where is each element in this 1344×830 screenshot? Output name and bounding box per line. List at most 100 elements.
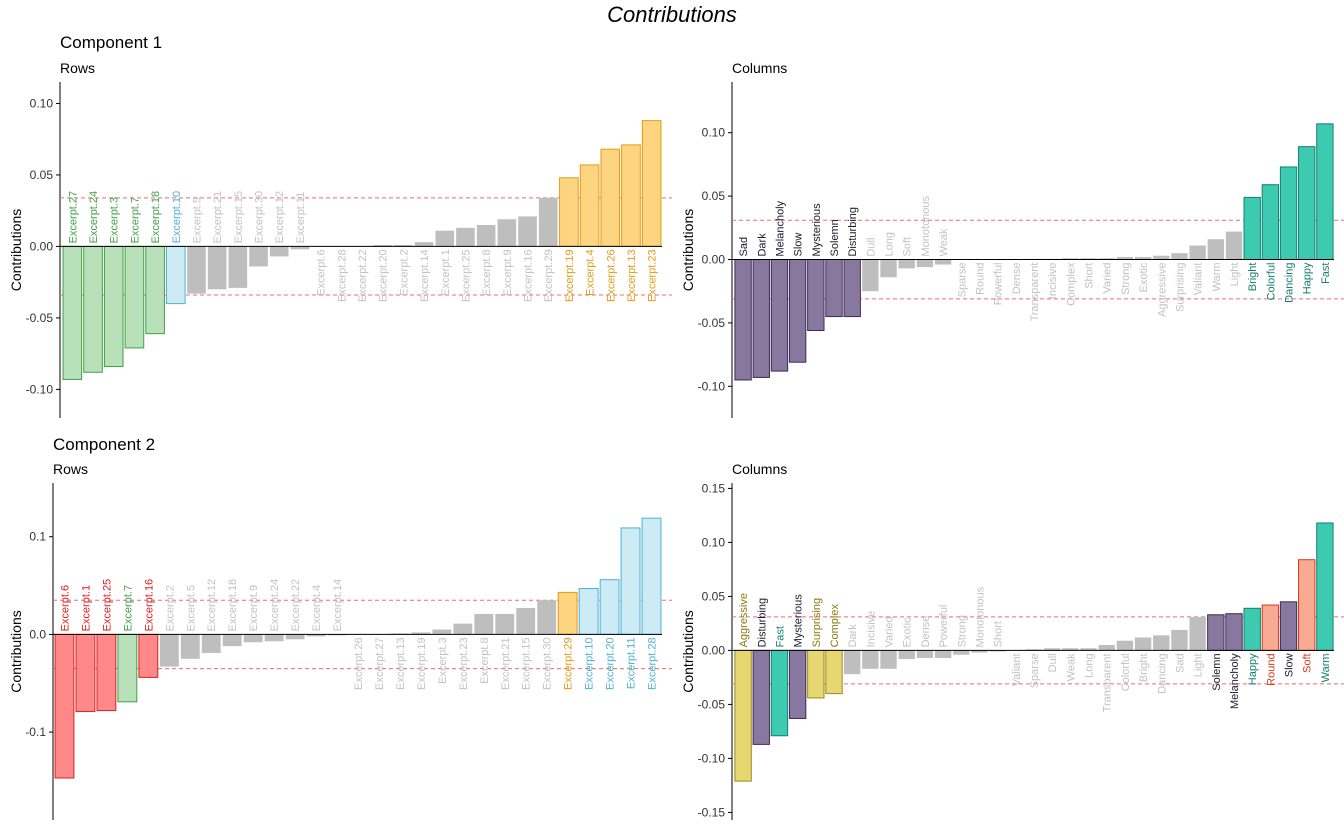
bar-label: Powerful <box>938 605 950 648</box>
bar-label: Excerpt.9 <box>502 249 514 295</box>
bar-Excerpt.15 <box>516 608 536 635</box>
bar-label: Sad <box>1174 653 1186 673</box>
y-tick-label: -0.15 <box>698 805 726 819</box>
bar-label: Weak <box>938 228 950 256</box>
bar-Sad <box>1171 629 1188 651</box>
bar-Transparent <box>1098 645 1115 651</box>
bar-Excerpt.8 <box>476 224 496 247</box>
bar-Aggressive <box>734 649 752 782</box>
bar-Excerpt.3 <box>103 245 124 368</box>
bar-label: Excerpt.26 <box>605 249 617 302</box>
bar-label: Dull <box>865 238 877 257</box>
bar-Long <box>1080 648 1097 651</box>
bar-label: Excerpt.13 <box>395 637 407 690</box>
bar-Excerpt.8 <box>474 613 494 635</box>
bar-label: Fast <box>774 626 786 647</box>
bar-label: Excerpt.20 <box>378 249 390 302</box>
bar-label: Bright <box>1247 263 1259 292</box>
bar-Warm <box>1207 239 1224 260</box>
bar-Excerpt.1 <box>435 230 455 247</box>
bar-Round <box>1261 604 1280 651</box>
bar-Excerpt.21 <box>495 613 515 635</box>
bar-Soft <box>898 259 915 269</box>
bar-Valiant <box>1189 245 1206 260</box>
y-tick-label: 0.05 <box>30 168 54 182</box>
bar-Fast <box>1316 123 1334 261</box>
bar-label: Excerpt.15 <box>233 191 245 244</box>
bar-label: Mysterious <box>811 203 823 257</box>
bar-Excerpt.14 <box>414 242 434 247</box>
bar-label: Excerpt.21 <box>500 637 512 690</box>
bar-label: Exotic <box>1138 262 1150 292</box>
bar-label: Excerpt.25 <box>460 249 472 302</box>
bar-Sparse <box>1025 649 1043 651</box>
bar-label: Bright <box>1138 653 1150 682</box>
bar-label: Slow <box>793 233 805 257</box>
y-axis-title: Contributions <box>680 610 696 693</box>
bar-Varied <box>880 650 897 669</box>
bar-label: Valiant <box>1011 653 1023 686</box>
bar-label: Excerpt.12 <box>274 191 286 244</box>
bar-Dancing <box>1279 166 1298 261</box>
bar-Excerpt.2 <box>394 244 413 247</box>
bar-label: Varied <box>1102 263 1114 294</box>
bar-label: Aggressive <box>738 593 750 647</box>
bar-label: Disturbing <box>756 598 768 648</box>
bar-Slow <box>1279 601 1298 651</box>
bar-label: Excerpt.4 <box>311 585 323 631</box>
bar-Sad <box>734 259 752 381</box>
bar-label: Light <box>1193 653 1205 677</box>
panel-2-subtitle: Columns <box>732 60 788 76</box>
y-tick-label: 0.05 <box>702 189 726 203</box>
bar-label: Excerpt.21 <box>212 191 224 244</box>
bar-label: Excerpt.27 <box>374 637 386 690</box>
bar-label: Exotic <box>902 617 914 647</box>
bar-label: Excerpt.26 <box>353 637 365 690</box>
bar-Excerpt.20 <box>599 579 620 635</box>
bar-Soft <box>1298 559 1316 651</box>
bar-Excerpt.11 <box>290 246 310 250</box>
bar-Dancing <box>1153 635 1170 651</box>
bar-label: Sparse <box>956 263 968 298</box>
bar-Aggressive <box>1153 255 1170 260</box>
bar-Short <box>989 650 1006 652</box>
bar-label: Varied <box>884 616 896 647</box>
bar-Excerpt.3 <box>432 629 452 635</box>
bar-Excerpt.7 <box>117 633 138 703</box>
bar-label: Excerpt.6 <box>316 249 328 295</box>
bar-Excerpt.12 <box>269 246 289 257</box>
bar-label: Complex <box>1065 262 1077 306</box>
bar-Surprising <box>807 649 825 699</box>
bar-Excerpt.29 <box>538 197 558 247</box>
bar-label: Weak <box>1065 653 1077 681</box>
bar-Strong <box>953 650 970 655</box>
bar-label: Excerpt.28 <box>647 637 659 690</box>
bar-label: Excerpt.10 <box>171 191 183 244</box>
bar-label: Excerpt.27 <box>67 191 79 244</box>
bar-label: Excerpt.10 <box>584 637 596 690</box>
bar-label: Round <box>1265 653 1277 685</box>
bar-label: Excerpt.24 <box>269 579 281 632</box>
panel-4-subtitle: Columns <box>732 461 788 477</box>
y-tick-label: -0.05 <box>26 311 54 325</box>
bar-Exotic <box>1134 256 1152 260</box>
bar-Excerpt.18 <box>222 634 242 647</box>
bar-Excerpt.5 <box>180 634 200 659</box>
bar-Solemn <box>1207 614 1225 651</box>
bar-label: Soft <box>902 237 914 257</box>
bar-Excerpt.4 <box>306 634 326 637</box>
bar-label: Valiant <box>1193 263 1205 296</box>
bar-label: Excerpt.4 <box>585 249 597 295</box>
y-tick-label: 0.05 <box>702 589 726 603</box>
bar-Short <box>1080 258 1097 260</box>
bar-label: Excerpt.11 <box>295 192 307 244</box>
bar-Strong <box>1116 256 1134 260</box>
bar-label: Transparent <box>1029 263 1041 322</box>
bar-Dark <box>752 259 770 378</box>
y-axis-title: Contributions <box>680 209 696 292</box>
bar-label: Short <box>1084 263 1096 289</box>
bar-label: Excerpt.14 <box>332 579 344 632</box>
bar-label: Excerpt.8 <box>481 249 493 295</box>
bar-label: Incisive <box>865 611 877 648</box>
component-2-columns-chart: Contributions -0.15 -0.10 -0.05 0.00 0.05 0.10… <box>680 481 1344 820</box>
